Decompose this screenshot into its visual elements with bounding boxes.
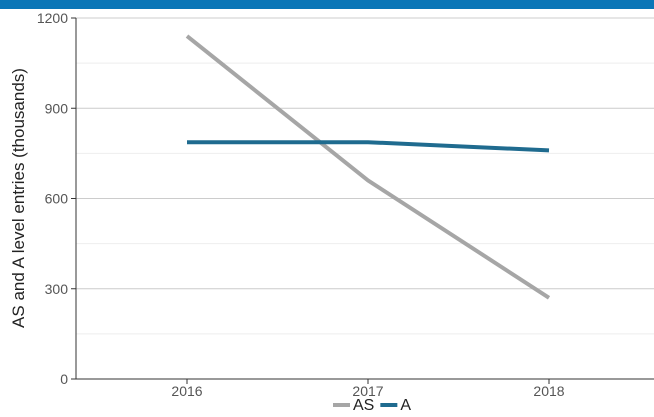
- y-tick-label: 1200: [37, 10, 68, 26]
- legend-label-a: A: [400, 397, 411, 414]
- series-line-as: [187, 36, 549, 298]
- y-tick-label: 600: [45, 191, 69, 207]
- x-tick-label: 2018: [533, 383, 564, 399]
- series-line-a: [187, 142, 549, 150]
- y-axis-title: AS and A level entries (thousands): [9, 68, 28, 328]
- legend-label-as: AS: [353, 397, 374, 414]
- x-axis-ticks: 2016 2017 2018: [171, 379, 564, 399]
- y-tick-label: 900: [45, 100, 69, 116]
- legend: AS A: [333, 397, 411, 414]
- y-tick-label: 0: [60, 371, 68, 387]
- y-tick-label: 300: [45, 281, 69, 297]
- x-tick-label: 2016: [171, 383, 202, 399]
- series-lines: [187, 36, 549, 298]
- y-axis-ticks: 0 300 600 900 1200: [37, 10, 76, 387]
